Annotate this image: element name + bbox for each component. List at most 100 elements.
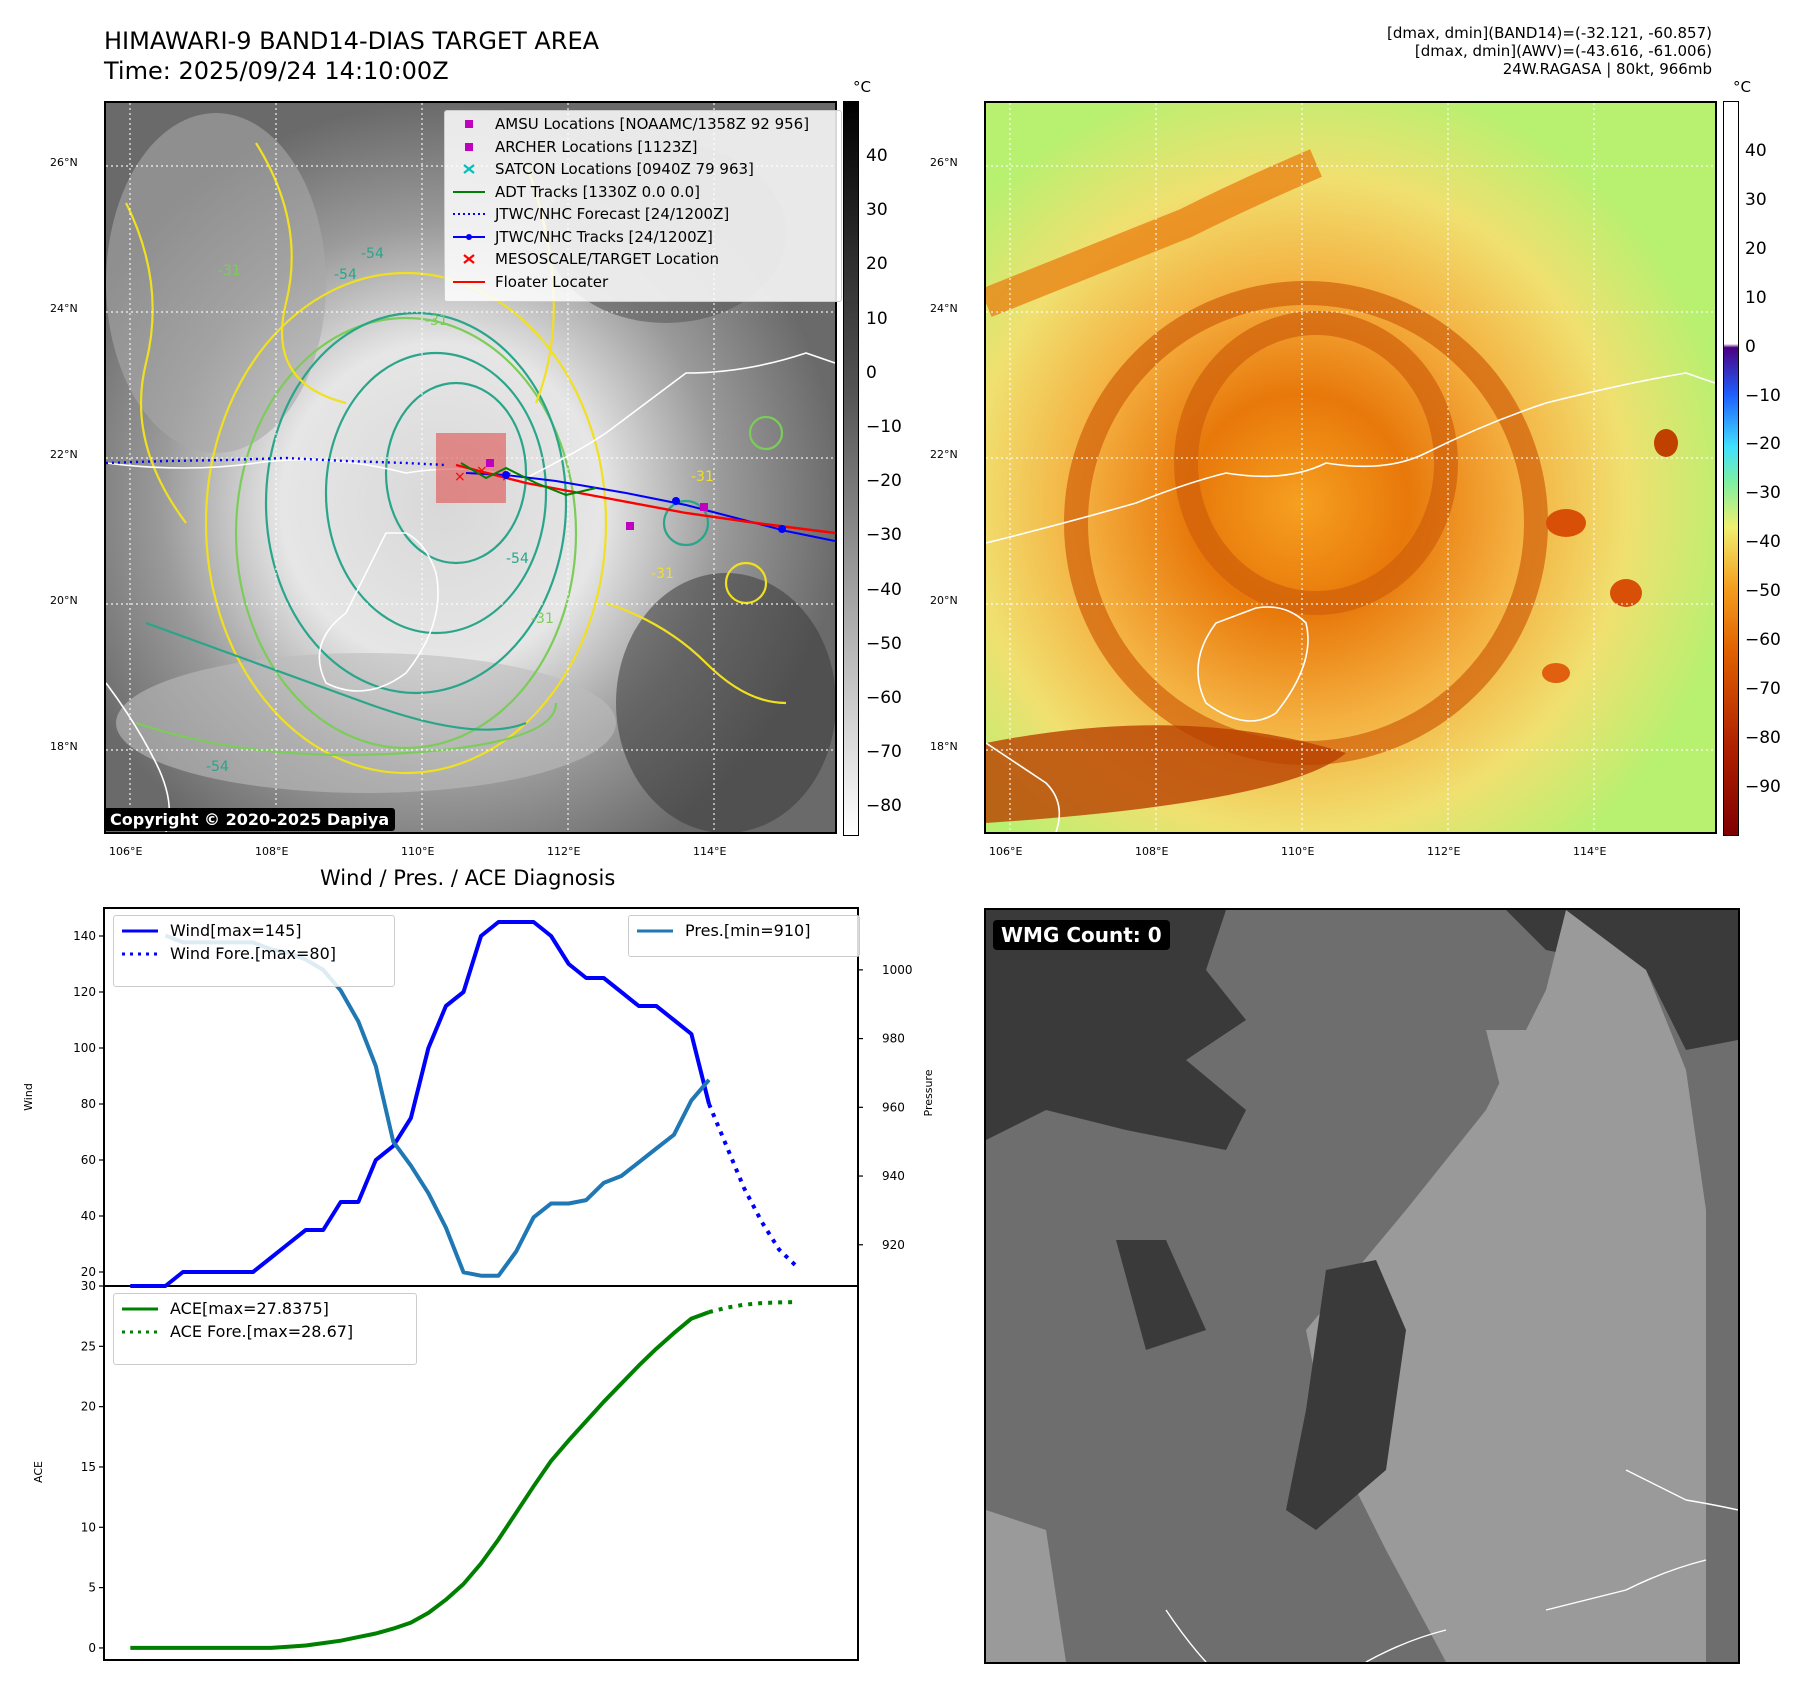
lat-tick: 26°N (50, 156, 78, 169)
series-line-wind-fore (707, 1103, 798, 1268)
axis-tick-label: 100 (73, 1041, 96, 1055)
axis-tick-label: 120 (73, 985, 96, 999)
axis-tick-label: 60 (81, 1153, 96, 1167)
map-legend: AMSU Locations [NOAAMC/1358Z 92 956] ARCH… (444, 110, 842, 302)
colorbar-tick: −80 (866, 796, 902, 817)
colorbar-tick: −30 (866, 525, 902, 546)
wind-legend: Wind[max=145] Wind Fore.[max=80] (113, 915, 395, 987)
colorbar-tick: 30 (1745, 189, 1767, 210)
series-line-ace (130, 1310, 710, 1650)
legend-label: Pres.[min=910] (685, 921, 811, 940)
legend-label: Wind Fore.[max=80] (170, 944, 336, 963)
map-legend-item: MESOSCALE/TARGET Location (451, 248, 835, 271)
colorbar-tick: 10 (866, 308, 888, 329)
legend-swatch (463, 164, 475, 175)
colorbar-tick: −60 (866, 688, 902, 708)
svg-text:×: × (454, 469, 466, 485)
lon-tick: 112°E (547, 845, 581, 858)
legend-label: Floater Locater (495, 272, 609, 291)
axis-tick-label: 940 (882, 1169, 905, 1183)
colorbar-tick: −80 (1745, 727, 1781, 748)
svg-text:×: × (476, 463, 488, 479)
legend-swatch (122, 1330, 158, 1333)
colorbar-tick: −30 (1745, 483, 1781, 504)
colorbar-tick: −10 (866, 417, 902, 437)
lat-tick: 22°N (50, 448, 78, 461)
legend-item-ace: ACE[max=27.8375] (120, 1297, 410, 1320)
lat-tick: 20°N (50, 594, 78, 607)
contour-label: -31 (425, 313, 448, 329)
diagnosis-title: Wind / Pres. / ACE Diagnosis (320, 866, 616, 890)
awv-map-image (986, 103, 1715, 832)
figure-title: HIMAWARI-9 BAND14-DIAS TARGET AREA (104, 27, 600, 55)
map-legend-item: JTWC/NHC Tracks [24/1200Z] (451, 226, 835, 249)
ace-ylabel: ACE (32, 1461, 45, 1483)
legend-label: MESOSCALE/TARGET Location (495, 250, 720, 269)
ace-legend: ACE[max=27.8375] ACE Fore.[max=28.67] (113, 1293, 417, 1365)
legend-label: JTWC/NHC Forecast [24/1200Z] (495, 205, 730, 224)
colorbar-tick: −90 (1745, 776, 1781, 797)
colorbar-gray (843, 101, 859, 836)
legend-label: JTWC/NHC Tracks [24/1200Z] (495, 227, 713, 246)
colorbar-tick: 30 (866, 200, 888, 221)
colorbar-tick: −60 (1745, 630, 1781, 650)
lon-tick: 110°E (401, 845, 435, 858)
colorbar-awv (1723, 101, 1739, 836)
pressure-legend: Pres.[min=910] (628, 915, 860, 957)
stat-band14: [dmax, dmin](BAND14)=(-32.121, -60.857) (1387, 24, 1712, 42)
stat-awv: [dmax, dmin](AWV)=(-43.616, -61.006) (1414, 42, 1712, 60)
wmg-panel (984, 908, 1740, 1664)
axis-tick-label: 25 (81, 1339, 96, 1353)
axis-tick-label: 1000 (882, 963, 913, 977)
map-legend-item: ARCHER Locations [1123Z] (451, 136, 835, 159)
awv-map-panel (984, 101, 1717, 834)
series-line-ace-fore (708, 1300, 797, 1315)
colorbar-tick: −10 (1745, 385, 1781, 406)
axis-tick-label: 980 (882, 1032, 905, 1046)
axis-tick-label: 40 (81, 1209, 96, 1223)
legend-swatch (122, 1307, 158, 1310)
lat-tick: 18°N (930, 740, 958, 753)
legend-label: SATCON Locations [0940Z 79 963] (495, 160, 754, 179)
colorbar-tick: −20 (1745, 434, 1781, 455)
legend-label: ADT Tracks [1330Z 0.0 0.0] (495, 182, 700, 201)
lon-tick: 112°E (1427, 845, 1461, 858)
colorbar-tick: −50 (1745, 581, 1781, 602)
legend-swatch (453, 233, 485, 240)
colorbar-tick: 10 (1745, 287, 1767, 308)
colorbar-tick: −40 (866, 579, 902, 600)
legend-item-wind: Wind[max=145] (120, 919, 388, 942)
contour-label: -54 (506, 551, 529, 567)
contour-label: -31 (218, 263, 241, 279)
lon-tick: 106°E (109, 845, 143, 858)
copyright-badge: Copyright © 2020-2025 Dapiya (104, 808, 396, 831)
contour-label: -54 (206, 759, 229, 775)
contour-label: -31 (531, 611, 554, 627)
colorbar-tick: 40 (866, 146, 888, 166)
series-line-wind (130, 920, 711, 1288)
legend-swatch (637, 929, 673, 932)
colorbar-awv-unit: °C (1733, 78, 1751, 96)
contour-label: -31 (691, 469, 714, 485)
lat-tick: 22°N (930, 448, 958, 461)
contour-label: -54 (334, 267, 357, 283)
legend-label: ARCHER Locations [1123Z] (495, 137, 698, 156)
figure-time: Time: 2025/09/24 14:10:00Z (104, 57, 449, 85)
wind-ylabel: Wind (22, 1083, 35, 1111)
lat-tick: 18°N (50, 740, 78, 753)
axis-tick-label: 20 (81, 1265, 96, 1279)
axis-tick-label: 140 (73, 929, 96, 943)
legend-item-ace-fore: ACE Fore.[max=28.67] (120, 1320, 410, 1343)
axis-tick-label: 920 (882, 1238, 905, 1252)
colorbar-tick: 20 (866, 254, 888, 275)
axis-tick-label: 20 (81, 1400, 96, 1414)
lon-tick: 114°E (1573, 845, 1607, 858)
axis-tick-label: 0 (88, 1641, 96, 1655)
legend-item-pressure: Pres.[min=910] (635, 919, 853, 942)
stats-block: [dmax, dmin](BAND14)=(-32.121, -60.857) … (1387, 24, 1712, 78)
axis-tick-label: 960 (882, 1100, 905, 1114)
wmg-image (986, 910, 1738, 1662)
colorbar-tick: −70 (1745, 678, 1781, 699)
lon-tick: 106°E (989, 845, 1023, 858)
colorbar-tick: 0 (1745, 336, 1756, 357)
